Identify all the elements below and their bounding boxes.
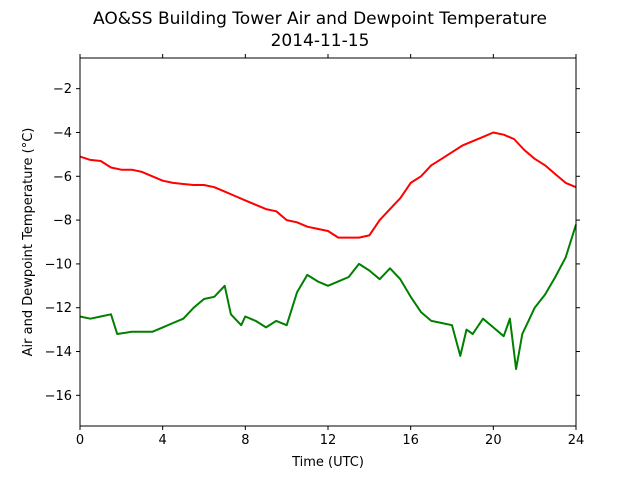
x-tick-label: 8 (241, 433, 249, 448)
series-line-0 (79, 131, 577, 239)
chart-title: AO&SS Building Tower Air and Dewpoint Te… (93, 9, 547, 29)
y-tick-label: −4 (53, 126, 72, 141)
plot-frame (79, 57, 577, 427)
x-tick-label: 4 (159, 433, 167, 448)
ticks-layer: 0 4 8 12 16 20 24 −16 −14 −12 −10 −8 −6 −4 −2 (45, 54, 585, 448)
y-tick-label: −10 (45, 257, 72, 272)
y-axis-label: Air and Dewpoint Temperature (°C) (21, 128, 36, 357)
y-tick-label: −14 (45, 345, 72, 360)
x-tick-label: 20 (485, 433, 502, 448)
y-tick-label: −12 (45, 301, 72, 316)
y-tick-label: −6 (53, 170, 72, 185)
y-tick-label: −2 (53, 82, 72, 97)
series-line-1 (79, 224, 577, 370)
chart-subtitle: 2014-11-15 (271, 31, 370, 51)
y-tick-label: −8 (53, 214, 72, 229)
series-layer (79, 131, 577, 370)
x-tick-label: 24 (568, 433, 585, 448)
x-tick-label: 0 (76, 433, 84, 448)
y-tick-label: −16 (45, 389, 72, 404)
x-tick-label: 12 (320, 433, 337, 448)
x-axis-label: Time (UTC) (291, 455, 364, 470)
x-tick-label: 16 (402, 433, 419, 448)
